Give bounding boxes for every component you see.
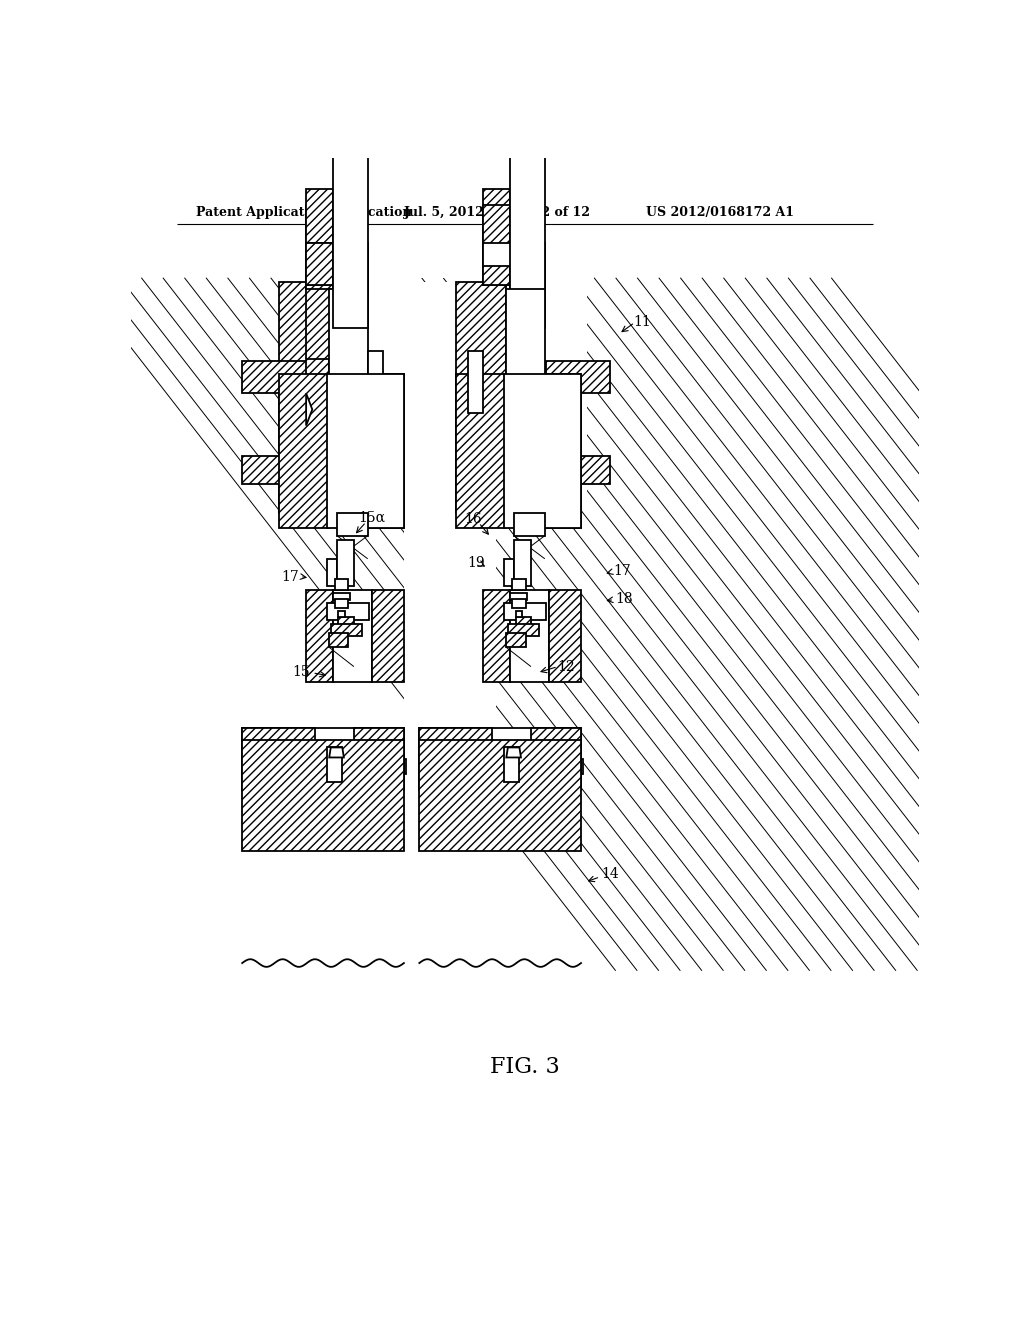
- Bar: [339, 618, 354, 627]
- Bar: [506, 634, 525, 647]
- Bar: [504, 603, 547, 620]
- Bar: [518, 243, 545, 285]
- Bar: [512, 599, 525, 609]
- Polygon shape: [506, 747, 521, 758]
- Text: FIG. 3: FIG. 3: [489, 1056, 560, 1078]
- Text: 19: 19: [468, 556, 485, 570]
- Bar: [508, 624, 539, 636]
- Bar: [514, 540, 531, 586]
- Bar: [549, 590, 581, 682]
- Bar: [419, 729, 581, 789]
- Bar: [419, 739, 581, 851]
- Text: 15: 15: [293, 665, 310, 678]
- Bar: [354, 729, 403, 789]
- Bar: [368, 351, 383, 412]
- Bar: [457, 0, 587, 508]
- Bar: [341, 267, 368, 285]
- Bar: [419, 0, 487, 277]
- Bar: [327, 374, 403, 528]
- Text: 17: 17: [613, 564, 631, 578]
- Bar: [510, 593, 527, 601]
- Bar: [306, 243, 333, 285]
- Bar: [306, 243, 368, 285]
- Bar: [515, 618, 531, 627]
- Text: 17: 17: [281, 569, 299, 583]
- Text: Jul. 5, 2012   Sheet 2 of 12: Jul. 5, 2012 Sheet 2 of 12: [403, 206, 591, 219]
- Bar: [514, 512, 545, 536]
- Bar: [368, 374, 403, 528]
- Bar: [306, 590, 333, 682]
- Bar: [339, 611, 345, 618]
- Bar: [330, 634, 348, 647]
- Text: 15α: 15α: [358, 511, 385, 525]
- Text: 18: 18: [615, 591, 633, 606]
- Bar: [515, 611, 521, 618]
- Bar: [483, 189, 510, 289]
- Bar: [468, 351, 483, 412]
- Text: 11: 11: [634, 315, 651, 330]
- Bar: [243, 360, 306, 393]
- Bar: [306, 189, 333, 289]
- Bar: [333, 759, 407, 775]
- Bar: [331, 624, 361, 636]
- Polygon shape: [327, 558, 337, 586]
- Bar: [506, 289, 545, 506]
- Bar: [510, 251, 545, 289]
- Bar: [547, 360, 610, 393]
- Bar: [333, 593, 350, 601]
- Bar: [457, 281, 506, 512]
- Bar: [483, 205, 510, 359]
- Bar: [510, 143, 545, 327]
- Bar: [483, 243, 545, 285]
- Bar: [337, 540, 354, 586]
- Text: US 2012/0168172 A1: US 2012/0168172 A1: [646, 206, 795, 219]
- Bar: [335, 579, 348, 590]
- Polygon shape: [403, 281, 497, 964]
- Bar: [483, 590, 510, 682]
- Bar: [333, 590, 372, 682]
- Bar: [512, 579, 525, 590]
- Bar: [327, 747, 342, 781]
- Bar: [337, 512, 368, 536]
- Bar: [280, 0, 410, 508]
- Text: 14: 14: [601, 867, 620, 882]
- Bar: [483, 267, 510, 285]
- Text: 16: 16: [465, 512, 482, 525]
- Bar: [419, 729, 493, 789]
- Bar: [280, 281, 330, 512]
- Bar: [504, 374, 581, 528]
- Bar: [457, 374, 506, 528]
- Bar: [372, 590, 403, 682]
- Bar: [327, 603, 370, 620]
- Polygon shape: [504, 558, 514, 586]
- Bar: [545, 374, 581, 528]
- Bar: [280, 374, 330, 528]
- Bar: [306, 205, 333, 359]
- Bar: [333, 251, 368, 289]
- Bar: [243, 729, 403, 789]
- Bar: [335, 599, 348, 609]
- Polygon shape: [330, 747, 344, 758]
- Bar: [333, 143, 368, 327]
- Bar: [243, 739, 403, 851]
- Bar: [504, 747, 519, 781]
- Bar: [243, 729, 315, 789]
- Bar: [330, 289, 368, 506]
- Bar: [230, 277, 716, 970]
- Text: Patent Application Publication: Patent Application Publication: [196, 206, 412, 219]
- Bar: [243, 455, 306, 484]
- Polygon shape: [306, 393, 312, 425]
- Bar: [510, 759, 584, 775]
- Bar: [531, 729, 581, 789]
- Bar: [510, 590, 549, 682]
- Text: 12: 12: [557, 660, 575, 673]
- Bar: [547, 455, 610, 484]
